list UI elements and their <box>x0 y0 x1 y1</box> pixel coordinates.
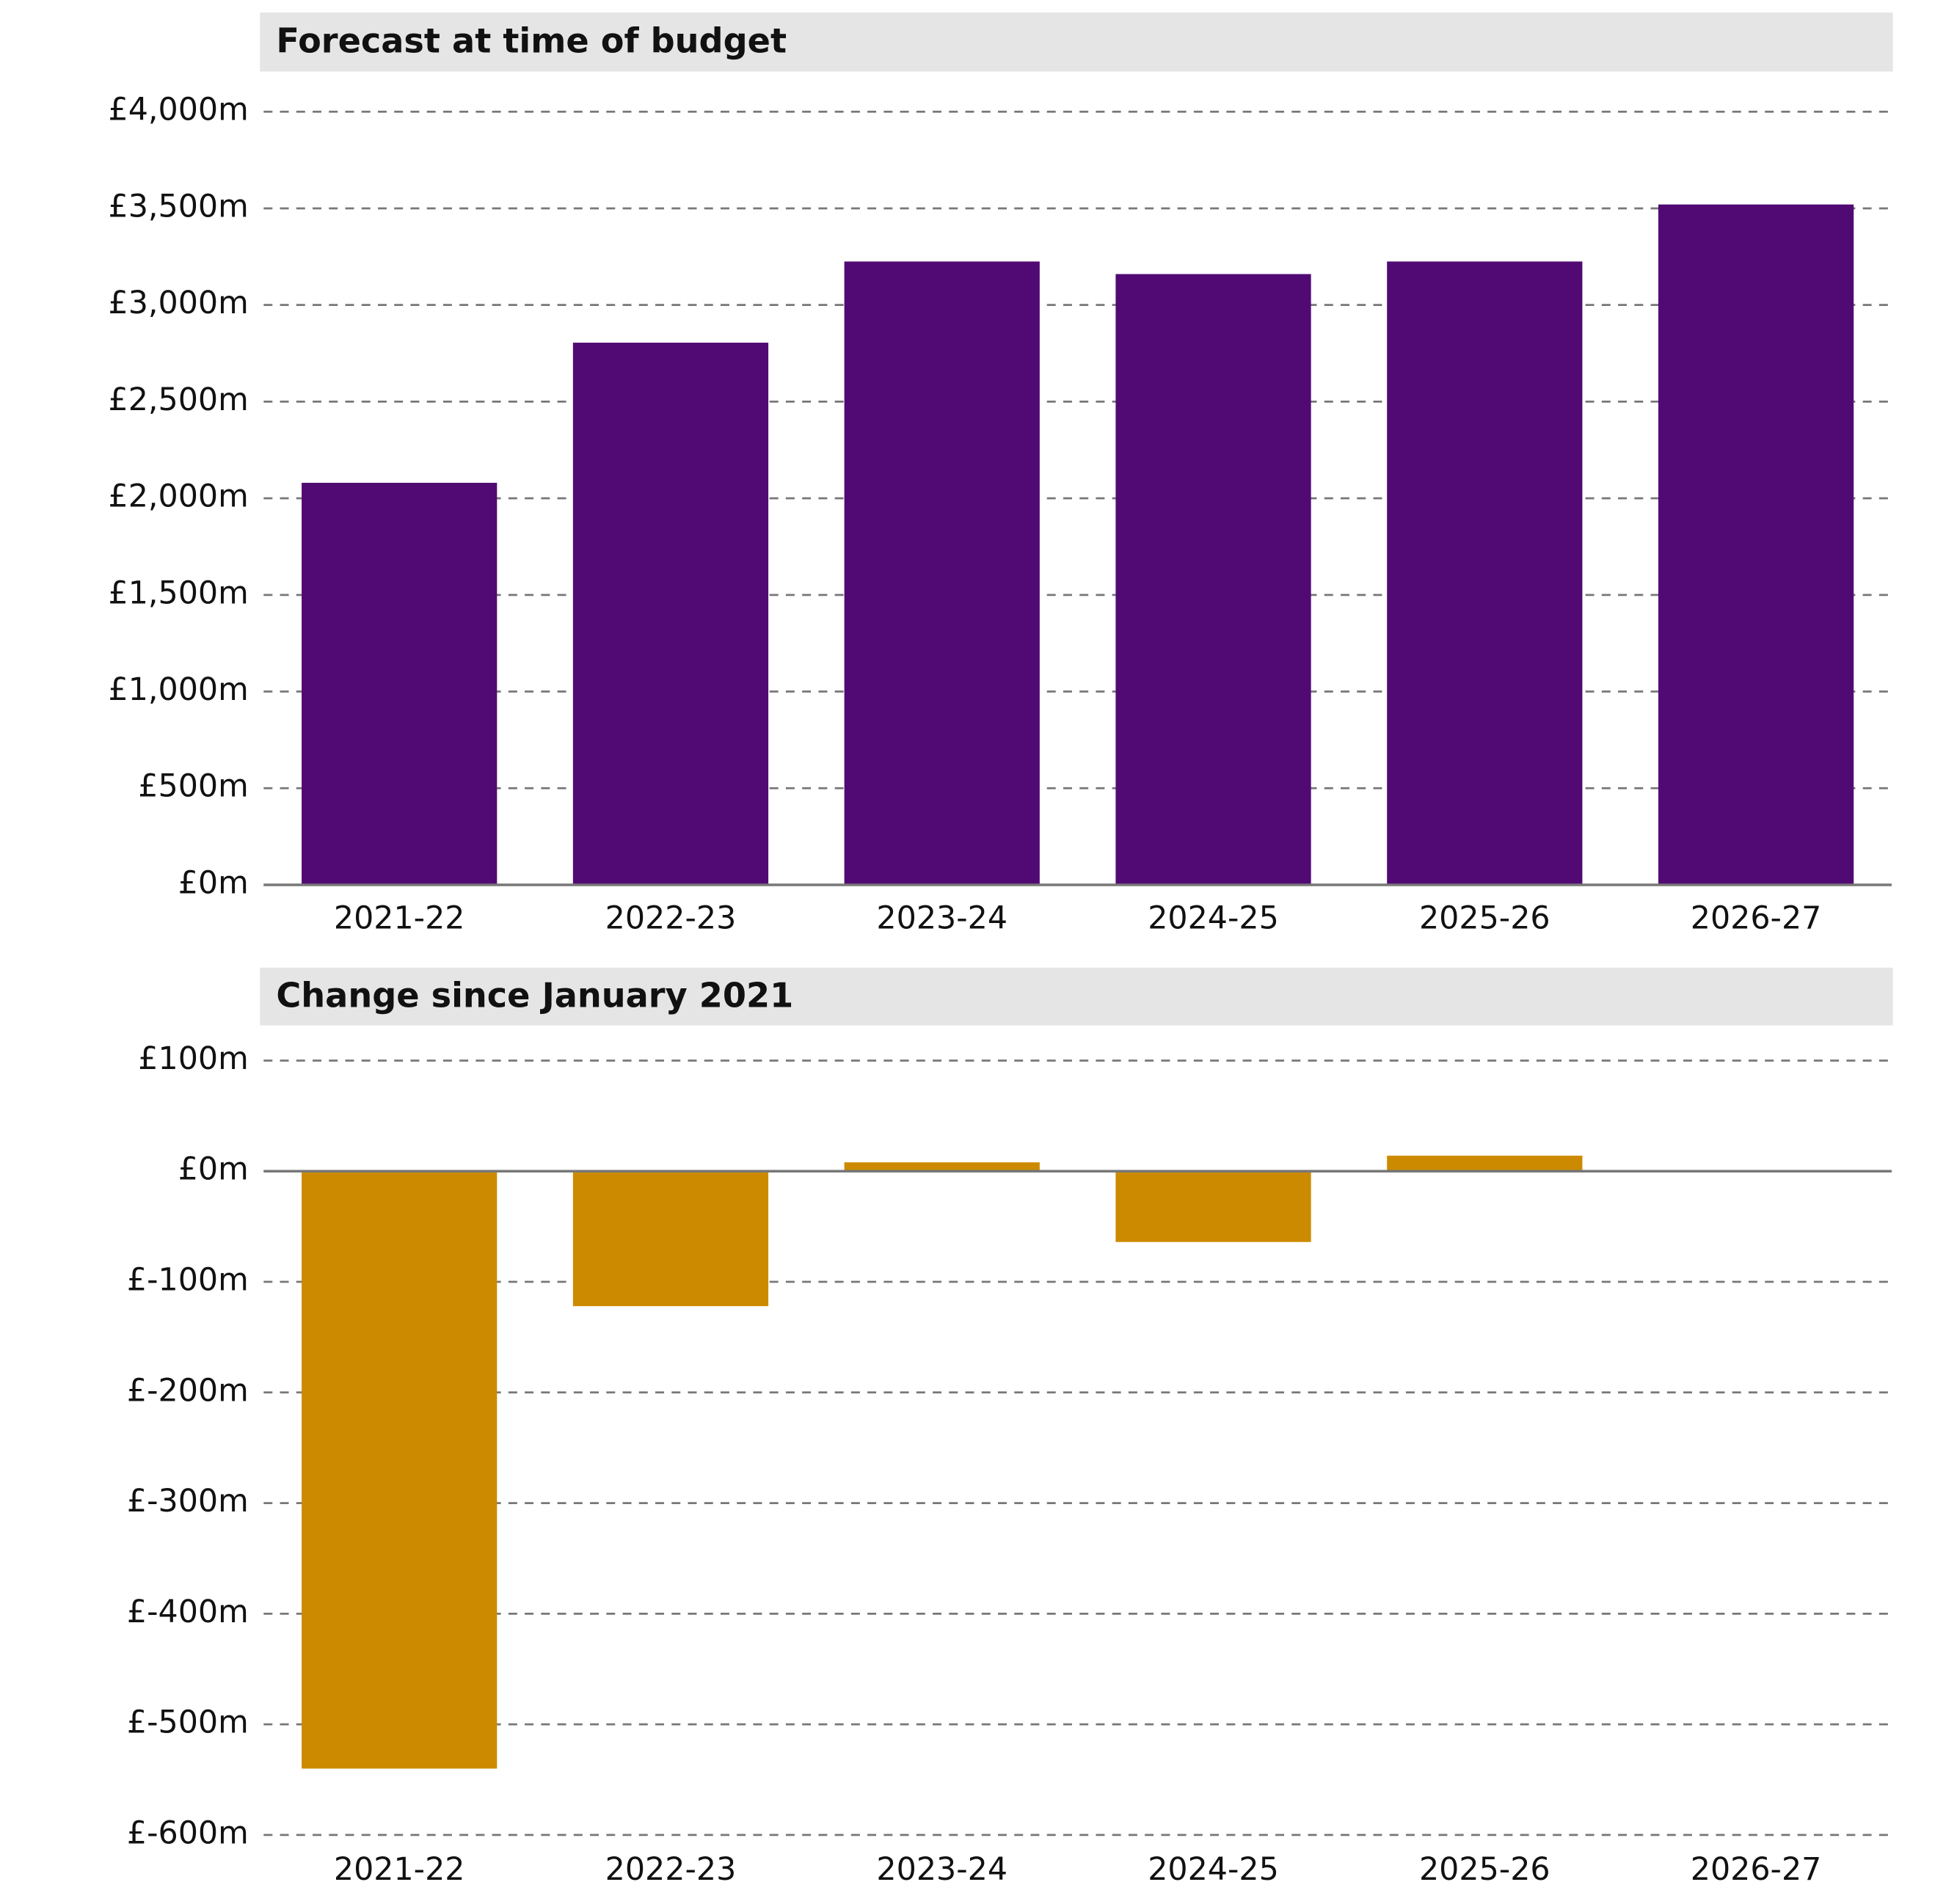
x-tick-label: 2021-22 <box>334 900 465 936</box>
bar <box>844 1162 1040 1172</box>
y-tick-label: £-100m <box>127 1262 249 1299</box>
y-tick-label: £2,000m <box>109 478 249 515</box>
x-tick-label: 2026-27 <box>1691 1851 1822 1888</box>
panel-header <box>260 967 1893 1026</box>
bar <box>1658 204 1854 885</box>
x-tick-label: 2025-26 <box>1419 900 1550 936</box>
x-tick-label: 2022-23 <box>605 1851 737 1888</box>
x-tick-label: 2022-23 <box>605 900 737 936</box>
y-tick-label: £3,000m <box>109 285 249 321</box>
x-tick-label: 2024-25 <box>1148 900 1279 936</box>
bar <box>1387 261 1583 885</box>
y-tick-label: £0m <box>178 864 249 901</box>
y-tick-label: £100m <box>138 1040 248 1077</box>
y-tick-label: £-500m <box>127 1704 249 1741</box>
bar <box>1387 1156 1583 1172</box>
y-tick-label: £2,500m <box>109 382 249 418</box>
bar <box>302 1171 498 1769</box>
y-tick-label: £3,500m <box>109 188 249 225</box>
y-tick-label: £-200m <box>127 1372 249 1409</box>
y-tick-label: £0m <box>178 1151 249 1188</box>
bar <box>844 261 1040 885</box>
bar <box>1115 274 1311 885</box>
y-tick-label: £1,000m <box>109 671 249 708</box>
y-tick-label: £-600m <box>127 1814 249 1851</box>
y-tick-label: £1,500m <box>109 575 249 611</box>
x-tick-label: 2025-26 <box>1419 1851 1550 1888</box>
chart-title: Change since January 2021 <box>276 975 793 1015</box>
x-tick-label: 2023-24 <box>876 1851 1007 1888</box>
bar <box>302 483 498 885</box>
panel-header <box>260 12 1893 72</box>
x-tick-label: 2024-25 <box>1148 1851 1279 1888</box>
y-tick-label: £-400m <box>127 1594 249 1630</box>
y-tick-label: £4,000m <box>109 92 249 128</box>
x-tick-label: 2023-24 <box>876 900 1007 936</box>
x-tick-label: 2026-27 <box>1691 900 1822 936</box>
x-tick-label: 2021-22 <box>334 1851 465 1888</box>
y-tick-label: £-300m <box>127 1483 249 1520</box>
bar <box>572 343 769 885</box>
bar <box>572 1171 769 1307</box>
bar <box>1115 1171 1311 1242</box>
chart-title: Forecast at time of budget <box>276 21 787 61</box>
y-tick-label: £500m <box>138 768 248 805</box>
